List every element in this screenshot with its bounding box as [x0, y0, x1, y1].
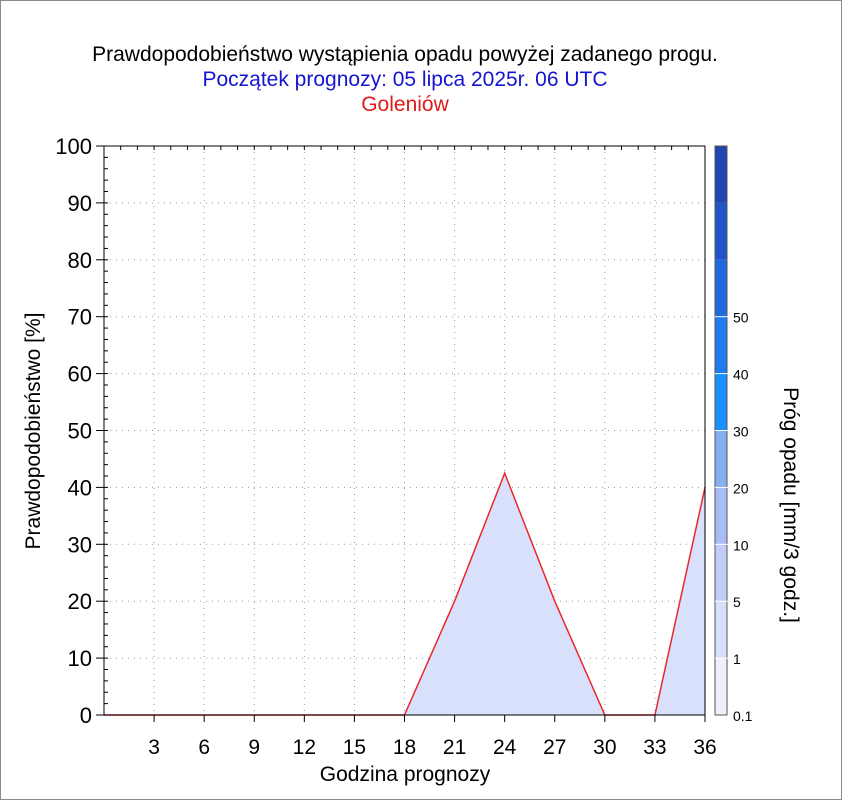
- y-tick-label: 90: [68, 191, 92, 216]
- colorbar-tick-label: 20: [733, 480, 749, 496]
- colorbar-segment: [715, 146, 727, 203]
- colorbar-segment: [715, 202, 727, 260]
- y-tick-label: 100: [55, 134, 92, 159]
- x-tick-label: 15: [343, 736, 366, 759]
- x-tick-label: 36: [693, 736, 716, 759]
- x-tick-label: 30: [593, 736, 616, 759]
- colorbar-tick-label: 5: [733, 594, 741, 610]
- location-label: Goleniów: [361, 93, 449, 116]
- colorbar-label: Próg opadu [mm/3 godz.]: [779, 387, 802, 623]
- y-tick-label: 30: [68, 532, 92, 557]
- colorbar-tick-label: 0.1: [733, 708, 753, 724]
- y-tick-label: 80: [68, 248, 92, 273]
- colorbar-tick-label: 10: [733, 537, 749, 553]
- chart-title: Prawdopodobieństwo wystąpienia opadu pow…: [92, 43, 718, 66]
- y-tick-label: 70: [68, 305, 92, 330]
- colorbar-segment: [715, 373, 727, 431]
- x-axis-label: Godzina prognozy: [320, 763, 491, 786]
- colorbar-segment: [715, 487, 727, 545]
- colorbar-tick-label: 40: [733, 367, 749, 383]
- y-tick-label: 40: [68, 475, 92, 500]
- colorbar: 0.1 1 5 10 20 30 40 50: [714, 145, 753, 724]
- y-axis-label: Prawdopodobieństwo [%]: [22, 313, 45, 550]
- y-tick-label: 10: [68, 646, 92, 671]
- series-line: [104, 471, 706, 716]
- colorbar-segment: [715, 658, 727, 715]
- colorbar-tick-label: 1: [733, 651, 741, 667]
- grid-layer: [104, 146, 705, 715]
- y-tick-label: 60: [68, 362, 92, 387]
- colorbar-tick-label: 30: [733, 424, 749, 440]
- colorbar-segment: [715, 430, 727, 488]
- y-tick-label: 20: [68, 589, 92, 614]
- colorbar-segment: [715, 259, 727, 317]
- x-tick-label: 3: [148, 736, 160, 759]
- x-tick-label: 21: [443, 736, 466, 759]
- colorbar-tick-label: 50: [733, 310, 749, 326]
- x-tick-label: 9: [248, 736, 260, 759]
- x-tick-label: 33: [643, 736, 666, 759]
- forecast-start-label: Początek prognozy: 05 lipca 2025r. 06 UT…: [202, 68, 608, 91]
- x-tick-label: 18: [393, 736, 416, 759]
- x-tick-label: 6: [198, 736, 210, 759]
- series-layer: [104, 471, 706, 716]
- y-tick-label: 0: [80, 703, 92, 728]
- x-tick-label: 12: [293, 736, 316, 759]
- colorbar-segment: [715, 601, 727, 659]
- colorbar-segment: [715, 316, 727, 374]
- x-tick-label: 24: [493, 736, 517, 759]
- colorbar-segment: [715, 544, 727, 602]
- series-area: [104, 473, 705, 715]
- y-tick-label: 50: [68, 419, 92, 444]
- x-tick-label: 27: [543, 736, 566, 759]
